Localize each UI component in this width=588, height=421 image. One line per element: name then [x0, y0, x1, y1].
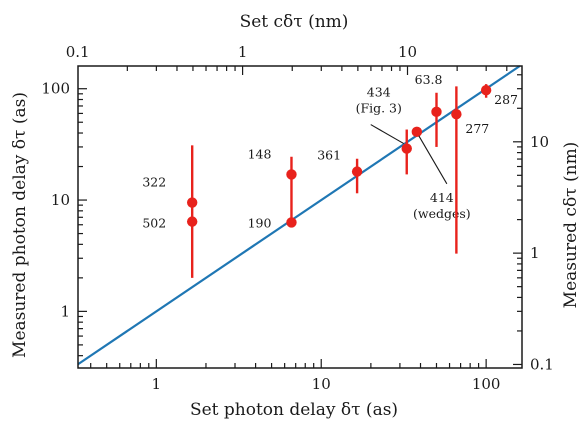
identity-line: [77, 65, 521, 366]
data-point: [451, 109, 462, 120]
right-axis-title: Measured cδτ (nm): [561, 142, 581, 309]
point-label: 190: [248, 215, 272, 230]
x2-tick-label: 1: [238, 43, 248, 61]
label-leader-line: [370, 124, 405, 145]
data-point: [286, 217, 297, 228]
point-label: 434: [367, 85, 391, 100]
left-axis-title: Measured photon delay δτ (as): [10, 92, 30, 358]
top-axis-title: Set cδτ (nm): [240, 12, 349, 32]
data-point: [286, 169, 297, 180]
point-label: 361: [317, 148, 341, 163]
point-label: (Fig. 3): [356, 101, 402, 116]
point-label: 287: [494, 92, 518, 107]
y2-tick-label: 10: [530, 133, 549, 151]
x2-tick-label: 10: [398, 43, 417, 61]
y-tick-label: 100: [41, 80, 70, 98]
data-point: [411, 126, 423, 138]
point-label: 322: [142, 175, 166, 190]
point-label: 414: [430, 190, 454, 205]
point-label: 502: [142, 216, 166, 231]
point-label: 63.8: [415, 72, 443, 87]
y-tick-label: 10: [51, 191, 70, 209]
x-tick-label: 1: [152, 375, 162, 393]
label-leader-line: [418, 135, 448, 185]
x2-tick-label: 0.1: [66, 43, 90, 61]
bottom-axis-title: Set photon delay δτ (as): [190, 400, 398, 420]
plot-area: 1 10 100 1 10 100 0.1 1 10 0.1 1 10 322 502 148 190 361 4…: [41, 43, 554, 393]
data-point: [186, 216, 198, 227]
x-tick-label: 10: [312, 375, 331, 393]
y2-tick-label: 0.1: [530, 355, 554, 373]
axis-titles: Set cδτ (nm) Set photon delay δτ (as) Me…: [10, 12, 581, 420]
point-label: 148: [248, 146, 272, 161]
point-label: 277: [465, 121, 489, 136]
y2-tick-label: 1: [530, 244, 540, 262]
plot-frame: [77, 65, 523, 369]
data-point: [431, 106, 442, 118]
y-tick-label: 1: [60, 302, 70, 320]
x-tick-label: 100: [472, 375, 501, 393]
data-point: [351, 166, 363, 177]
data-point: [401, 143, 412, 154]
data-point: [480, 84, 492, 96]
point-label: (wedges): [413, 206, 471, 221]
